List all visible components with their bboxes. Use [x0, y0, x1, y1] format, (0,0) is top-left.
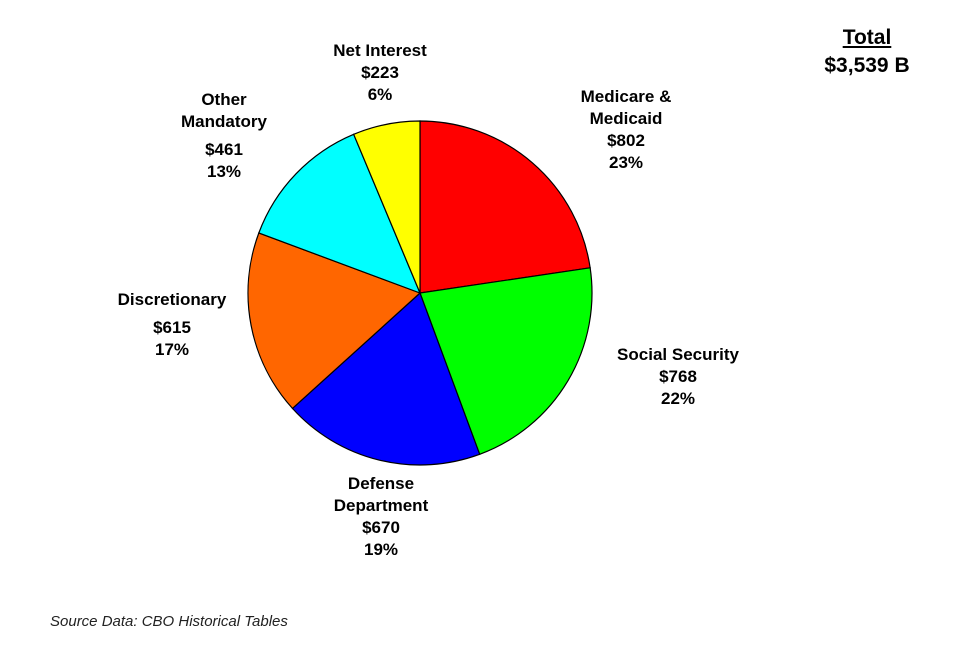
label-percent: 6%: [367, 85, 393, 104]
label-name-line: Department: [333, 496, 429, 515]
label-other-mandatory: Other Mandatory $461 13%: [164, 89, 284, 183]
label-value: $670: [362, 518, 400, 537]
label-net-interest: Net Interest $223 6%: [314, 40, 446, 106]
label-name-line: Discretionary: [117, 290, 227, 309]
label-defense-department: Defense Department $670 19%: [316, 473, 446, 561]
label-percent: 13%: [206, 162, 242, 181]
total-box: Total $3,539 B: [800, 24, 934, 80]
pie-slice-defense-department: [291, 291, 481, 466]
label-name-line: Medicaid: [589, 109, 663, 128]
label-value: $768: [659, 367, 697, 386]
total-title: Total: [842, 26, 892, 49]
pie-slice-net-interest: [352, 120, 421, 294]
label-name-line: Net Interest: [333, 41, 427, 60]
label-name-line: Mandatory: [181, 112, 267, 131]
label-value: $223: [361, 63, 399, 82]
pie-slice-other-mandatory: [258, 133, 422, 295]
pie-slice-medicare-medicaid: [419, 120, 591, 294]
label-percent: 22%: [660, 389, 696, 408]
label-name-line: Social Security: [617, 345, 739, 364]
label-percent: 17%: [154, 340, 190, 359]
pie-slice-discretionary: [247, 232, 422, 410]
source-note: Source Data: CBO Historical Tables: [50, 613, 288, 630]
label-percent: 19%: [363, 540, 399, 559]
label-percent: 23%: [608, 153, 644, 172]
label-name-line: Medicare &: [580, 87, 672, 106]
label-name-line: Other: [201, 90, 247, 109]
label-social-security: Social Security $768 22%: [598, 344, 758, 410]
label-discretionary: Discretionary $615 17%: [102, 289, 242, 361]
label-medicare-medicaid: Medicare & Medicaid $802 23%: [552, 86, 700, 174]
label-value: $461: [205, 140, 243, 159]
label-name-line: Defense: [347, 474, 415, 493]
total-value: $3,539 B: [824, 54, 910, 77]
label-value: $802: [607, 131, 645, 150]
label-value: $615: [153, 318, 191, 337]
